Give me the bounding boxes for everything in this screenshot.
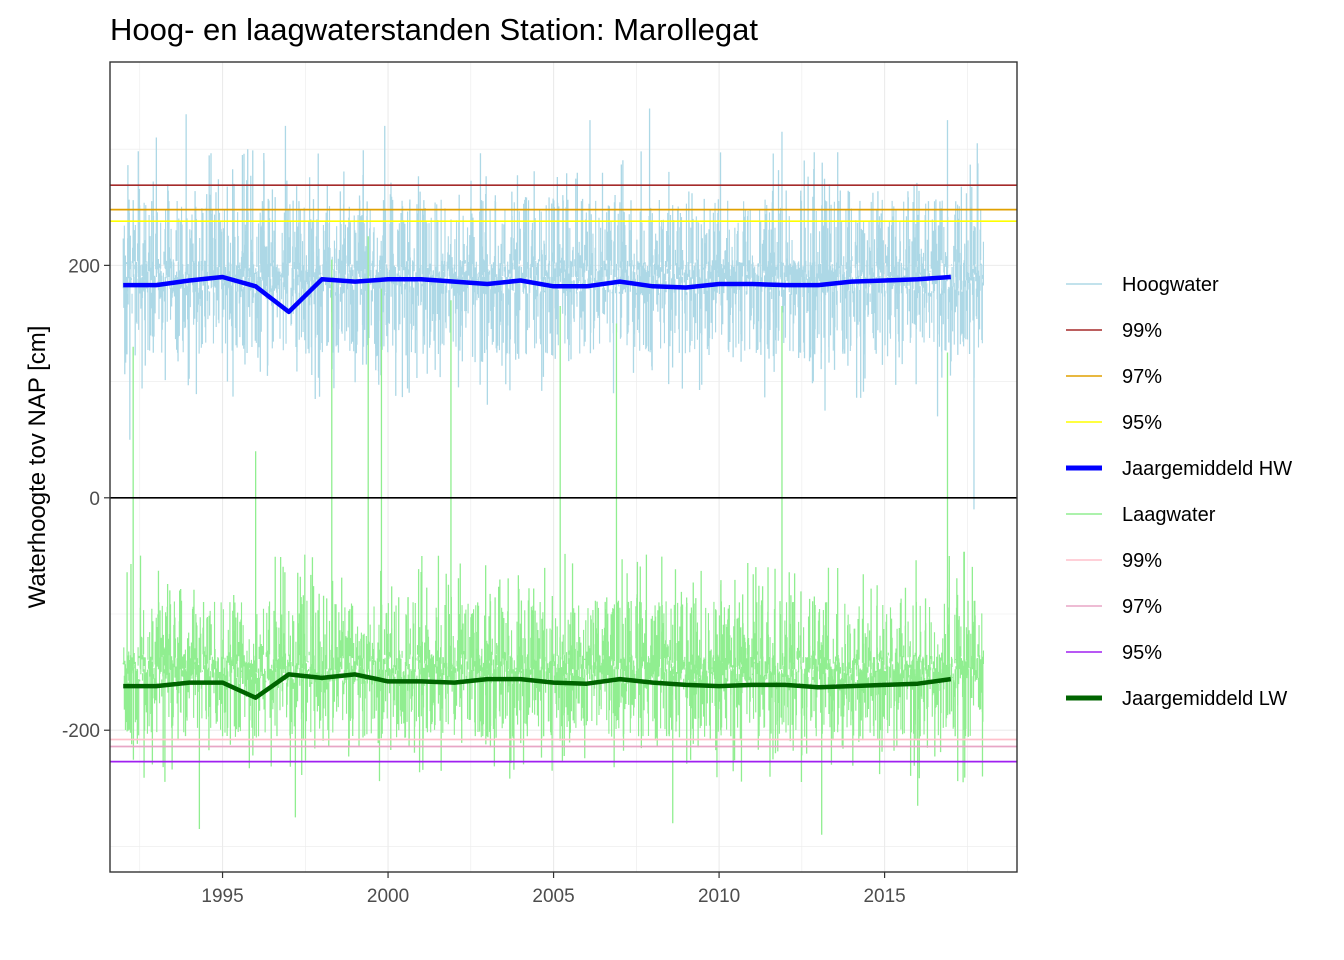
legend-label: Jaargemiddeld HW [1122, 458, 1292, 480]
x-tick-label: 2005 [532, 886, 574, 907]
reference-lines [110, 184, 1017, 763]
plot-panel [110, 62, 1017, 872]
legend-label: 97% [1122, 366, 1162, 388]
chart-title: Hoog- en laagwaterstanden Station: Marol… [110, 12, 758, 47]
legend-label: Laagwater [1122, 504, 1216, 526]
legend-label: 99% [1122, 550, 1162, 572]
y-tick-label: -200 [62, 721, 100, 742]
legend: Hoogwater 99% 97% 95% Jaargemiddeld HW Laagwa… [1066, 274, 1292, 710]
raw-series [122, 108, 985, 835]
jaargemiddeld-hw-line [123, 274, 951, 315]
x-tick-label: 1995 [201, 886, 243, 907]
legend-label: 99% [1122, 320, 1162, 342]
y-tick-label: 0 [89, 489, 100, 510]
legend-label: Hoogwater [1122, 274, 1219, 296]
jaargemiddeld-lw-line [123, 672, 952, 700]
mean-series [123, 274, 952, 700]
axes: 1995 2000 2005 2010 2015 -200 0 200 [62, 256, 906, 907]
legend-label: 95% [1122, 412, 1162, 434]
legend-label: 97% [1122, 596, 1162, 618]
y-axis-label: Waterhoogte tov NAP [cm] [24, 326, 51, 609]
hoogwater-extreme-spikes [124, 108, 979, 510]
y-tick-label: 200 [68, 256, 100, 277]
x-tick-label: 2015 [863, 886, 905, 907]
legend-label: 95% [1122, 642, 1162, 664]
laagwater-extreme-spikes [126, 236, 984, 835]
x-tick-label: 2010 [698, 886, 740, 907]
legend-label: Jaargemiddeld LW [1122, 688, 1287, 710]
x-tick-label: 2000 [367, 886, 409, 907]
plot-border [109, 61, 1018, 873]
